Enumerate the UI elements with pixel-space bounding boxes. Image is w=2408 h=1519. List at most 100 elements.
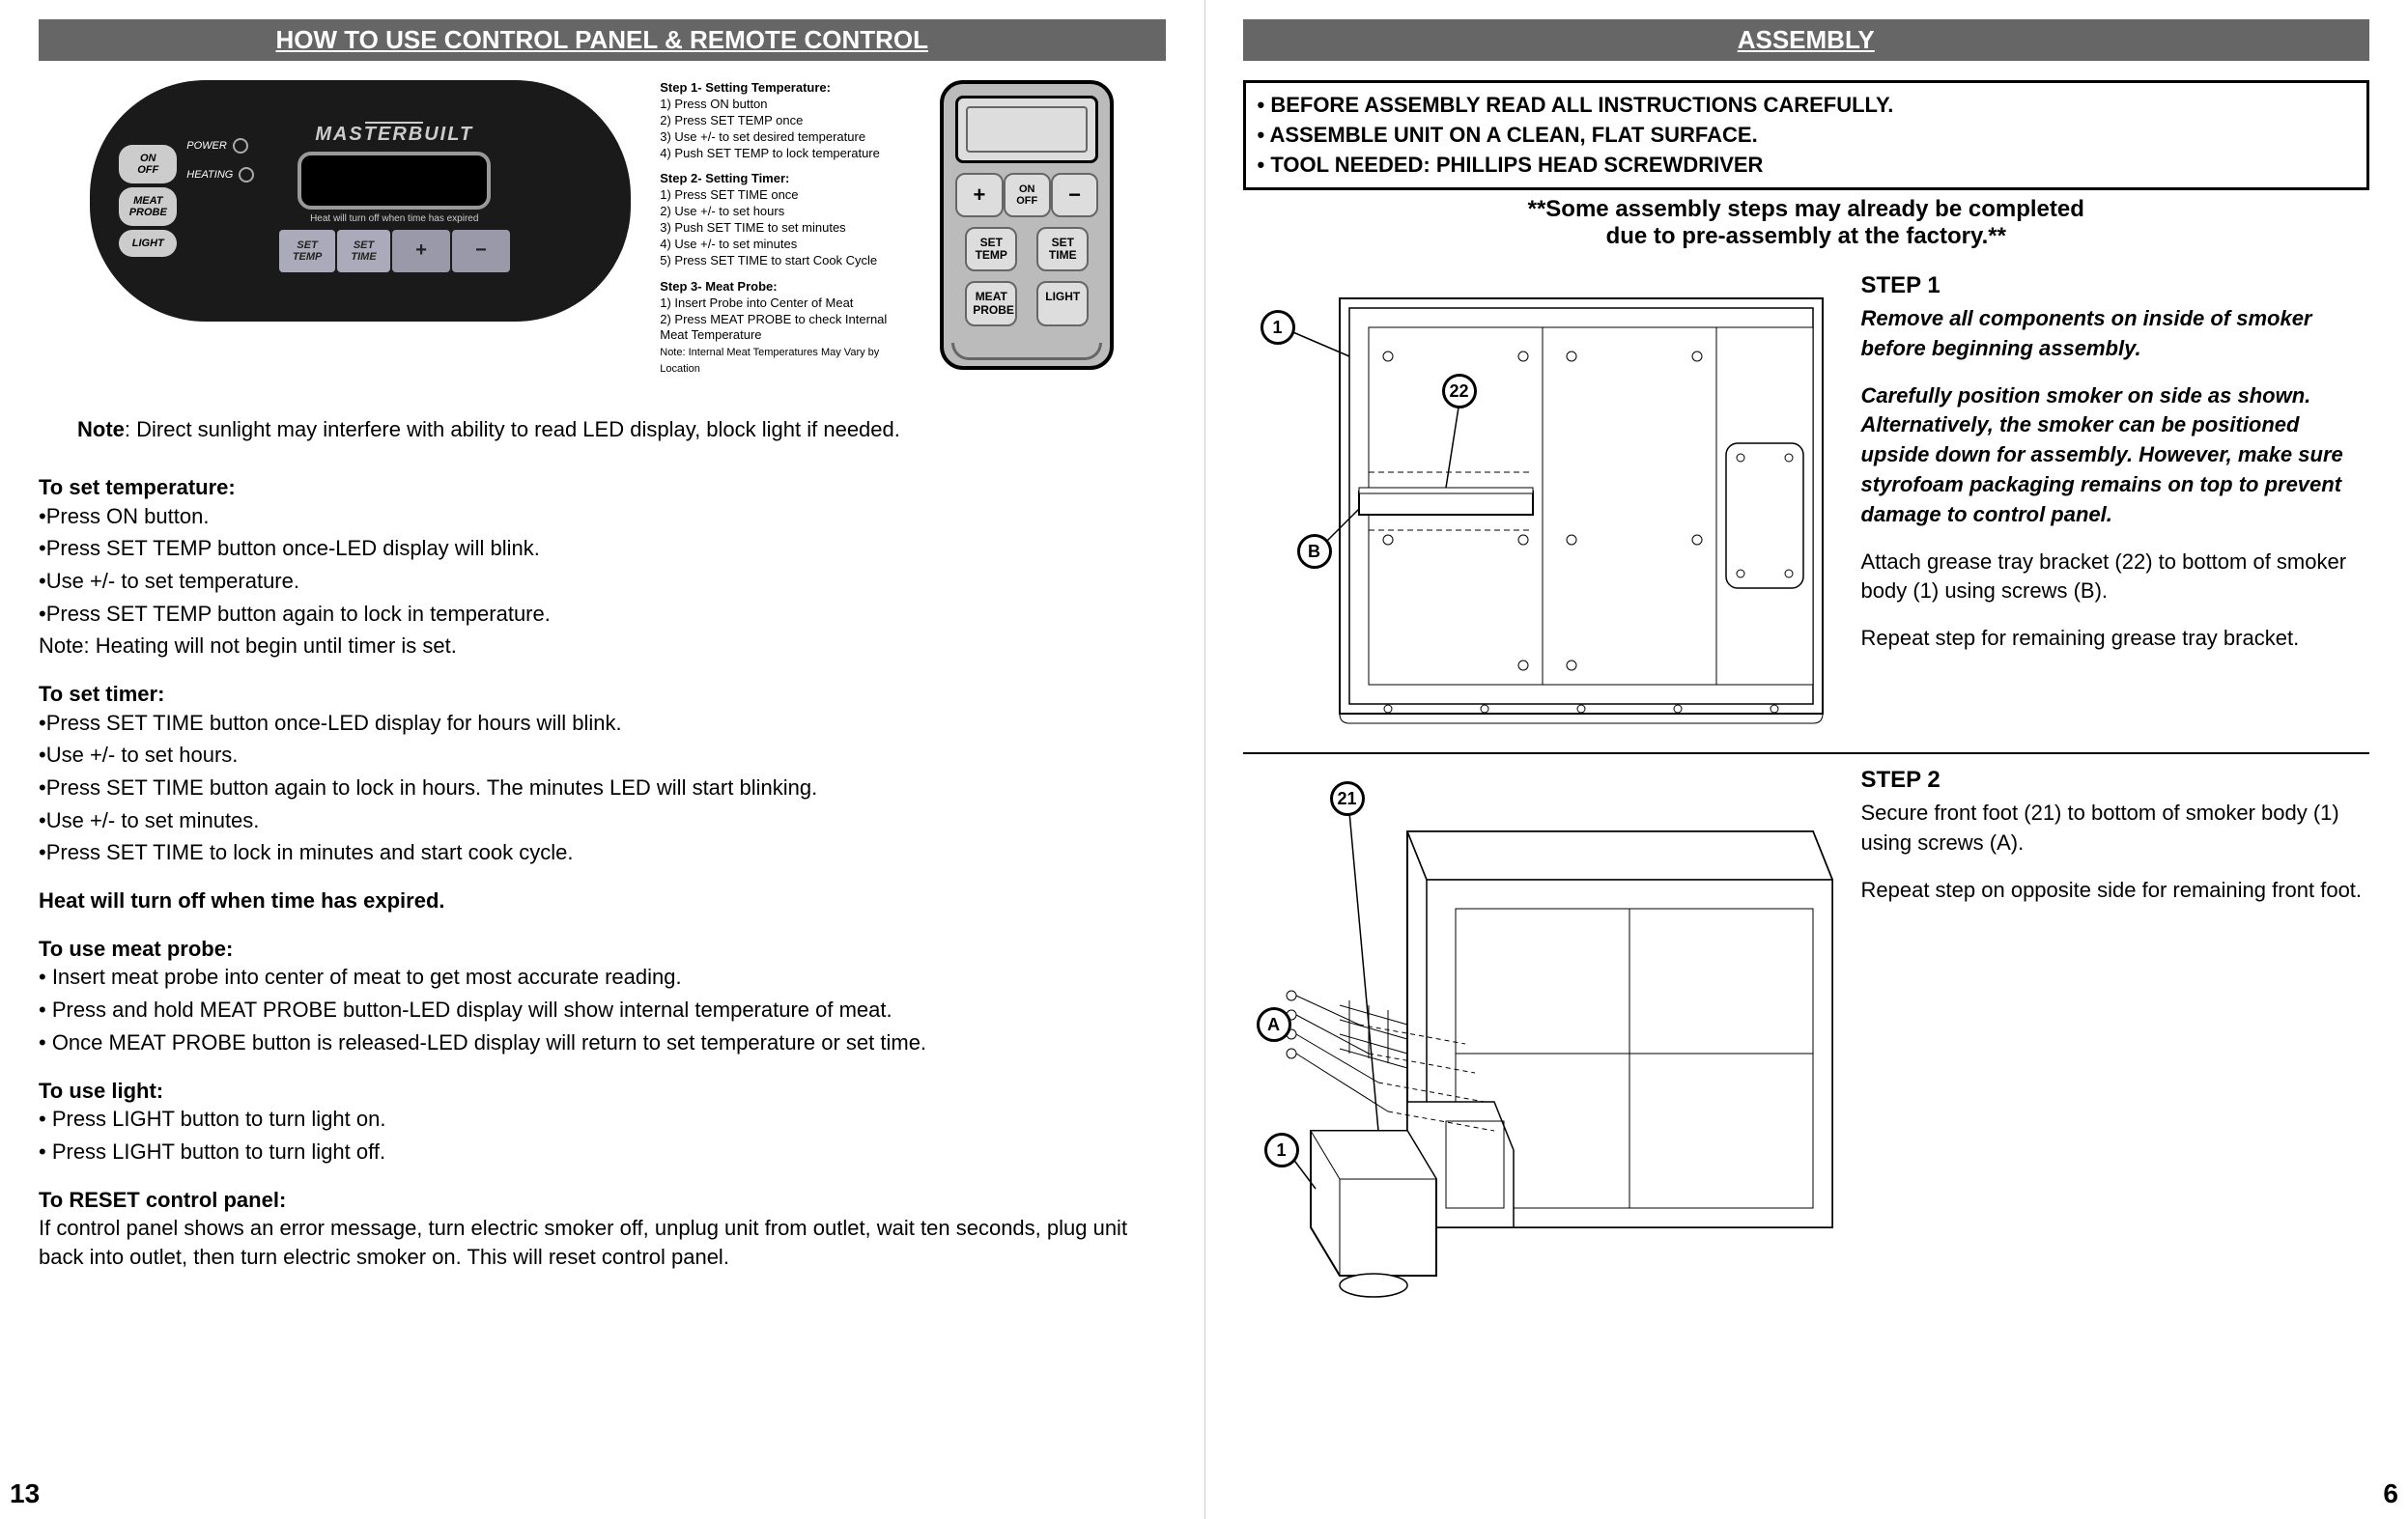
page-num-right: 6 <box>2383 1478 2398 1509</box>
step2-p1: Secure front foot (21) to bottom of smok… <box>1861 799 2370 858</box>
remote-display <box>955 96 1098 163</box>
r-btn-meatprobe: MEATPROBE <box>965 281 1017 325</box>
temp-l3: •Use +/- to set temperature. <box>39 567 1166 596</box>
probe-l3: • Once MEAT PROBE button is released-LED… <box>39 1028 1166 1057</box>
heat-off: Heat will turn off when time has expired… <box>39 886 1166 915</box>
r-btn-settime: SETTIME <box>1036 227 1089 271</box>
ps-s3-title: Step 3- Meat Probe: <box>660 279 777 294</box>
cp-btn-meatprobe: MEATPROBE <box>119 187 177 226</box>
cp-logo: MASTERBUILT <box>315 124 473 146</box>
light-l2: • Press LIGHT button to turn light off. <box>39 1138 1166 1167</box>
ps-s3-l2: 2) Press MEAT PROBE to check Internal Me… <box>660 312 887 343</box>
step1-p1: Attach grease tray bracket (22) to botto… <box>1861 548 2370 607</box>
probe-title: To use meat probe: <box>39 935 1166 964</box>
instructions-body: Note: Direct sunlight may interfere with… <box>39 415 1166 1272</box>
note-text: : Direct sunlight may interfere with abi… <box>125 417 900 441</box>
assembly-box: • BEFORE ASSEMBLY READ ALL INSTRUCTIONS … <box>1243 80 2370 190</box>
step1-title: STEP 1 <box>1861 269 2370 302</box>
light-title: To use light: <box>39 1077 1166 1106</box>
step1-diagram: 1 22 B <box>1243 269 1842 733</box>
temp-l5: Note: Heating will not begin until timer… <box>39 632 1166 661</box>
r-btn-onoff: ONOFF <box>1004 173 1051 217</box>
cp-bb-minus: − <box>452 230 510 272</box>
ps-s1-title: Step 1- Setting Temperature: <box>660 80 831 95</box>
step2-title: STEP 2 <box>1861 764 2370 797</box>
pre-note-1: **Some assembly steps may already be com… <box>1243 196 2370 223</box>
note-label: Note <box>77 417 125 441</box>
timer-l4: •Use +/- to set minutes. <box>39 806 1166 835</box>
assembly-pre-note: **Some assembly steps may already be com… <box>1243 196 2370 250</box>
cp-display-note: Heat will turn off when time has expired <box>310 213 478 224</box>
page-num-left: 13 <box>10 1478 40 1509</box>
cp-ind-heating: HEATING <box>186 169 233 181</box>
ps-s3-note: Note: Internal Meat Temperatures May Var… <box>660 347 879 375</box>
ps-s2-l5: 5) Press SET TIME to start Cook Cycle <box>660 253 877 267</box>
reset-title: To RESET control panel: <box>39 1186 1166 1215</box>
step1-em1: Remove all components on inside of smoke… <box>1861 304 2370 364</box>
left-header: HOW TO USE CONTROL PANEL & REMOTE CONTRO… <box>39 19 1166 61</box>
ps-s2-l2: 2) Use +/- to set hours <box>660 204 784 218</box>
step2-diagram: 21 A 1 <box>1243 764 1842 1305</box>
ps-s1-l2: 2) Press SET TEMP once <box>660 113 803 127</box>
cp-bottom-buttons: SETTEMP SETTIME + − <box>279 230 510 272</box>
temp-title: To set temperature: <box>39 473 1166 502</box>
step2-row: 21 A 1 STEP 2 Secure front foot (21) to … <box>1243 764 2370 1305</box>
step1-em2: Carefully position smoker on side as sho… <box>1861 381 2370 530</box>
box-l2: • ASSEMBLE UNIT ON A CLEAN, FLAT SURFACE… <box>1258 121 2356 151</box>
control-panel-diagram: ONOFF MEATPROBE LIGHT POWER HEATING MAST… <box>90 80 631 322</box>
reset-text: If control panel shows an error message,… <box>39 1214 1166 1271</box>
cp-btn-light: LIGHT <box>119 230 177 257</box>
timer-l3: •Press SET TIME button again to lock in … <box>39 774 1166 802</box>
r-btn-plus: + <box>955 173 1003 217</box>
step-divider <box>1243 752 2370 754</box>
ps-s1-l1: 1) Press ON button <box>660 97 767 111</box>
cp-indicators: POWER HEATING <box>186 138 254 196</box>
temp-l4: •Press SET TEMP button again to lock in … <box>39 600 1166 629</box>
cp-bb-settemp: SETTEMP <box>279 230 336 272</box>
step1-callout-1: 1 <box>1261 310 1295 345</box>
cp-ind-power: POWER <box>186 140 227 152</box>
timer-l2: •Use +/- to set hours. <box>39 741 1166 770</box>
probe-l2: • Press and hold MEAT PROBE button-LED d… <box>39 996 1166 1025</box>
right-page: ASSEMBLY • BEFORE ASSEMBLY READ ALL INST… <box>1204 0 2408 1519</box>
remote-diagram: + ONOFF − SETTEMP SETTIME MEATPROBE LIGH… <box>940 80 1114 370</box>
panel-remote-row: ONOFF MEATPROBE LIGHT POWER HEATING MAST… <box>39 80 1166 386</box>
timer-title: To set timer: <box>39 680 1166 709</box>
box-l3: • TOOL NEEDED: PHILLIPS HEAD SCREWDRIVER <box>1258 151 2356 181</box>
light-l1: • Press LIGHT button to turn light on. <box>39 1105 1166 1134</box>
step1-callout-22: 22 <box>1442 374 1477 408</box>
r-btn-settemp: SETTEMP <box>965 227 1017 271</box>
ps-s2-l1: 1) Press SET TIME once <box>660 187 798 202</box>
cp-btn-onoff: ONOFF <box>119 145 177 183</box>
ps-s3-l1: 1) Insert Probe into Center of Meat <box>660 295 853 310</box>
step2-callout-1: 1 <box>1264 1133 1299 1167</box>
ps-s2-title: Step 2- Setting Timer: <box>660 171 789 185</box>
ps-s2-l3: 3) Push SET TIME to set minutes <box>660 220 845 235</box>
timer-l1: •Press SET TIME button once-LED display … <box>39 709 1166 738</box>
left-page: HOW TO USE CONTROL PANEL & REMOTE CONTRO… <box>0 0 1204 1519</box>
r-btn-light: LIGHT <box>1036 281 1089 325</box>
step1-row: 1 22 B STEP 1 Remove all components on i… <box>1243 269 2370 733</box>
step2-svg <box>1243 764 1842 1305</box>
cp-bb-settime: SETTIME <box>337 230 389 272</box>
timer-l5: •Press SET TIME to lock in minutes and s… <box>39 838 1166 867</box>
right-header: ASSEMBLY <box>1243 19 2370 61</box>
temp-l1: •Press ON button. <box>39 502 1166 531</box>
ps-s1-l3: 3) Use +/- to set desired temperature <box>660 129 865 144</box>
panel-side-instructions: Step 1- Setting Temperature: 1) Press ON… <box>660 80 911 386</box>
r-btn-minus: − <box>1051 173 1098 217</box>
step2-callout-21: 21 <box>1330 781 1365 816</box>
cp-display <box>297 152 491 210</box>
remote-arc <box>951 343 1102 360</box>
temp-l2: •Press SET TEMP button once-LED display … <box>39 534 1166 563</box>
ps-s1-l4: 4) Push SET TEMP to lock temperature <box>660 146 880 160</box>
cp-bb-plus: + <box>392 230 450 272</box>
probe-l1: • Insert meat probe into center of meat … <box>39 963 1166 992</box>
pre-note-2: due to pre-assembly at the factory.** <box>1243 223 2370 250</box>
step1-svg <box>1243 269 1842 733</box>
step1-p2: Repeat step for remaining grease tray br… <box>1861 624 2370 654</box>
step2-text: STEP 2 Secure front foot (21) to bottom … <box>1861 764 2370 1305</box>
box-l1: • BEFORE ASSEMBLY READ ALL INSTRUCTIONS … <box>1258 91 2356 121</box>
step1-text: STEP 1 Remove all components on inside o… <box>1861 269 2370 733</box>
step2-callout-A: A <box>1257 1007 1291 1042</box>
